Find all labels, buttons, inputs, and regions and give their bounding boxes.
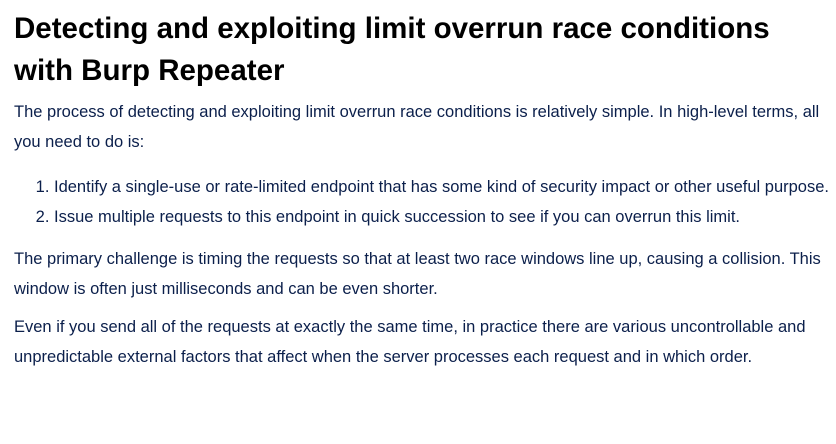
- list-item: Issue multiple requests to this endpoint…: [54, 202, 830, 232]
- steps-list: Identify a single-use or rate-limited en…: [14, 172, 830, 232]
- intro-paragraph: The process of detecting and exploiting …: [14, 103, 820, 151]
- challenge-paragraph: The primary challenge is timing the requ…: [14, 250, 821, 298]
- page-title: Detecting and exploiting limit overrun r…: [14, 12, 770, 87]
- bottom-fade: [0, 422, 836, 444]
- timing-paragraph: Even if you send all of the requests at …: [14, 318, 806, 366]
- list-item: Identify a single-use or rate-limited en…: [54, 172, 830, 202]
- article-content: Detecting and exploiting limit overrun r…: [14, 0, 830, 372]
